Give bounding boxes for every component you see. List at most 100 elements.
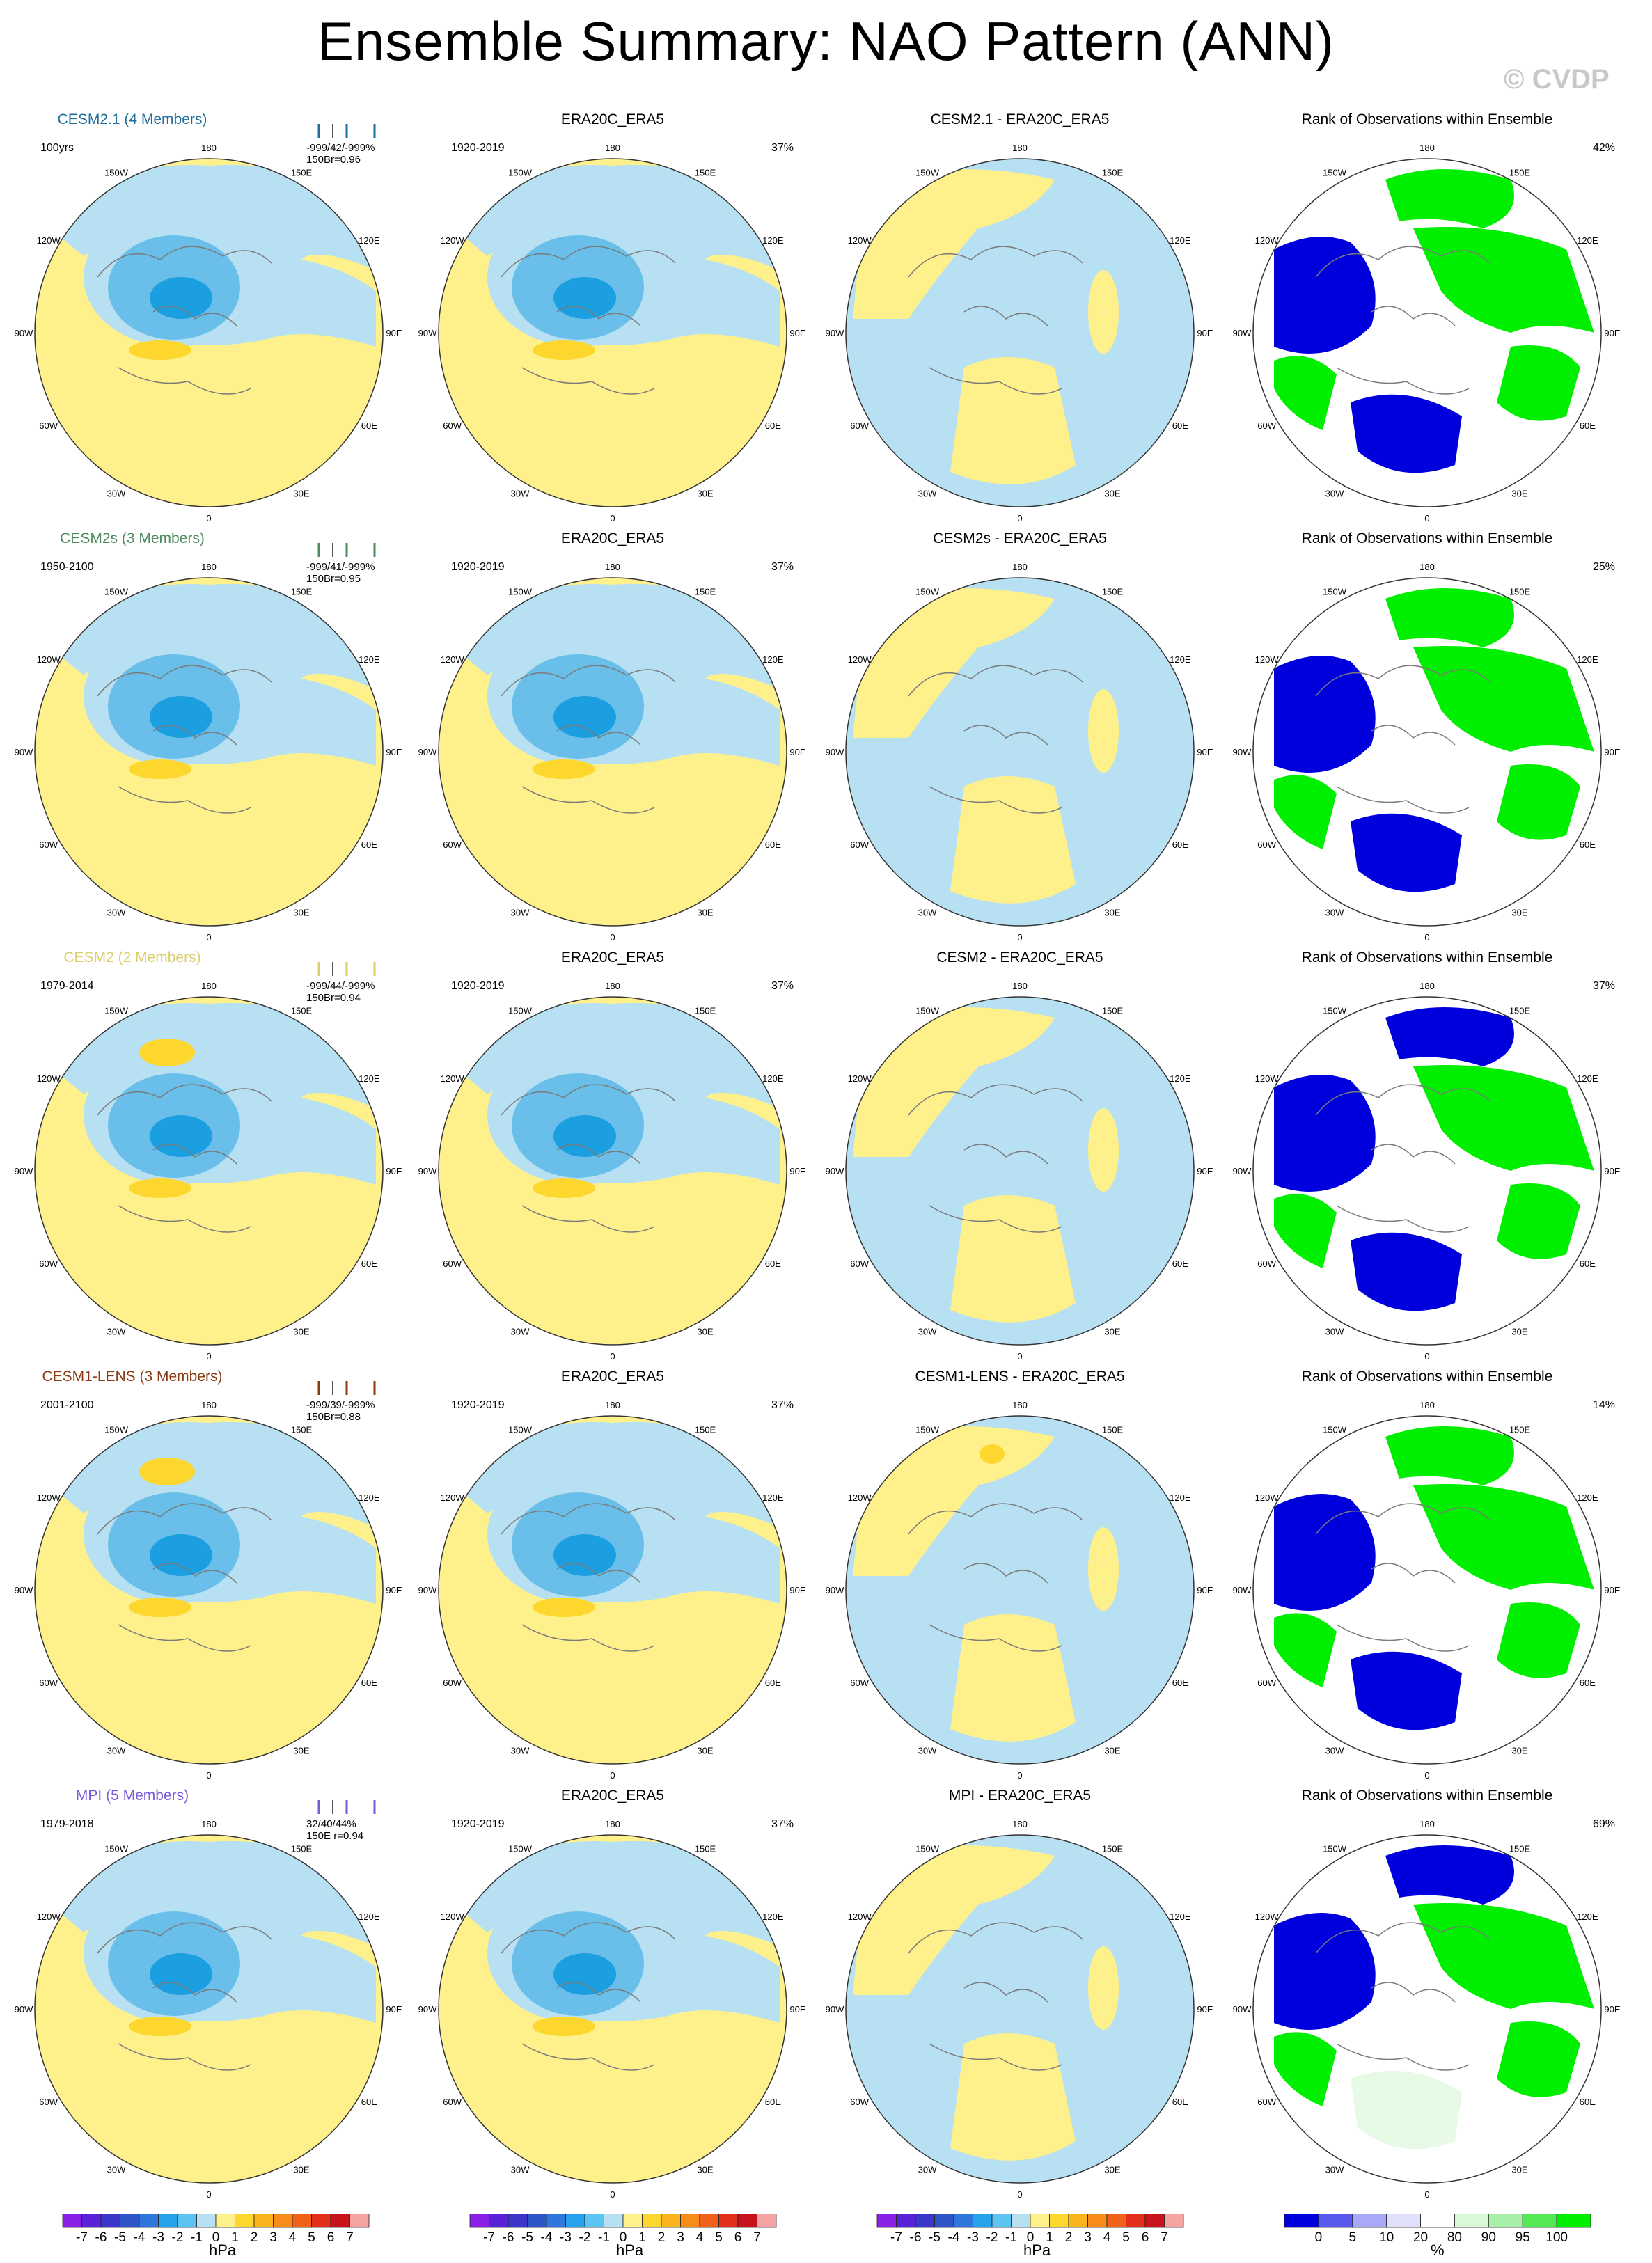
longitude-label: 90E: [1604, 2004, 1620, 2014]
stats-line-2: 150E r=0.94: [306, 1830, 364, 1842]
longitude-label: 60W: [850, 420, 869, 431]
longitude-label: 30E: [1104, 1326, 1120, 1336]
longitude-label: 30E: [1104, 488, 1120, 498]
longitude-label: 90E: [386, 747, 402, 757]
longitude-label: 60W: [39, 420, 58, 431]
azores-high-lobe: [129, 2017, 191, 2036]
longitude-label: 120E: [1170, 235, 1191, 246]
longitude-label: 30E: [697, 1326, 713, 1336]
longitude-label: 180: [1419, 1819, 1435, 1829]
panel-model-row-5: MPI (5 Members) 1979-2018 32/40/44% 150E r=…: [14, 1788, 404, 2205]
longitude-label: 90E: [789, 1166, 805, 1176]
coastlines: [97, 246, 272, 395]
positive-difference-region: [853, 1426, 1055, 1576]
colorbar-tick-label: 2: [658, 2230, 666, 2245]
colorbar-swatch: [1049, 2213, 1069, 2228]
longitude-label: 120W: [848, 1073, 872, 1084]
iceland-low-center: [150, 1115, 212, 1157]
colorbar-swatch: [1352, 2213, 1387, 2228]
colorbar-tick-label: -2: [986, 2230, 998, 2245]
longitude-label: 90W: [826, 1585, 844, 1595]
coastlines: [501, 1922, 676, 2071]
colorbar-swatch: [1087, 2213, 1108, 2228]
longitude-label: 180: [1012, 1400, 1028, 1410]
rank-high-region-southwest: [1274, 2032, 1337, 2106]
longitude-label: 150E: [695, 168, 716, 178]
pattern-statistics: 32/40/44% 150E r=0.94: [306, 1818, 363, 1842]
colorbar-swatch: [62, 2213, 82, 2228]
longitude-label: 180: [1419, 562, 1435, 572]
panel-model-row-4: CESM1-LENS (3 Members) 2001-2100 -999/39/-…: [14, 1369, 404, 1786]
longitude-label: 60W: [443, 1259, 462, 1269]
longitude-label: 90W: [15, 1585, 33, 1595]
longitude-label: 150W: [915, 1425, 940, 1435]
longitude-label: 120W: [441, 1911, 465, 1922]
map-boundary: [1252, 1415, 1602, 1765]
map-field: [439, 1416, 787, 1764]
panel-title: Rank of Observations within Ensemble: [1301, 111, 1553, 127]
longitude-label: 90E: [789, 747, 805, 757]
colorbar-swatch: [1011, 2213, 1031, 2228]
panel-diff-row-4: CESM1-LENS - ERA20C_ERA5 180 150E 120E 90E 60…: [825, 1369, 1215, 1786]
longitude-label: 120E: [359, 1492, 380, 1503]
rank-region-atlantic: [1351, 2070, 1462, 2150]
coastlines: [908, 1084, 1083, 1233]
colorbar-swatches: 0 5 10 20 80 90 95 100: [1284, 2213, 1591, 2245]
panel-title: ERA20C_ERA5: [560, 111, 665, 127]
rank-high-region-east: [1413, 646, 1594, 752]
longitude-label: 150W: [104, 1844, 129, 1854]
longitude-label: 180: [605, 1400, 620, 1410]
longitude-label: 30E: [1511, 1745, 1527, 1756]
azores-high-lobe: [533, 1598, 595, 1617]
panel-title: CESM2.1 (4 Members): [57, 111, 207, 127]
coastlines: [1315, 1922, 1490, 2071]
longitude-label: 60W: [39, 1259, 58, 1269]
azores-high-lobe: [129, 759, 191, 779]
longitude-label: 120W: [848, 1911, 872, 1922]
map-boundary: [1252, 577, 1602, 927]
longitude-label: 120E: [762, 235, 784, 246]
azores-high-lobe: [533, 2017, 595, 2036]
longitude-label: 120E: [1170, 1073, 1191, 1084]
colorbar-tick-label: -7: [890, 2230, 902, 2245]
colorbar-swatch: [1318, 2213, 1353, 2228]
colorbar-tick-label: 4: [696, 2230, 704, 2245]
colorbar-swatches: -7 -6 -5 -4 -3 -2 -1 0 1 2 3 4 5 6 7: [469, 2213, 777, 2245]
longitude-label: 120E: [1577, 654, 1598, 665]
colorbar-tick-label: -7: [483, 2230, 495, 2245]
map-field: [846, 159, 1194, 507]
colorbar-swatch: [1522, 2213, 1557, 2228]
longitude-label: 120W: [848, 654, 872, 665]
longitude-label: 90E: [1197, 747, 1213, 757]
pattern-statistics: -999/44/-999% 150Br=0.94: [306, 980, 375, 1004]
map-field: [1253, 578, 1601, 926]
colorbar-tick-label: 3: [1084, 2230, 1092, 2245]
longitude-label: 120W: [441, 1073, 465, 1084]
longitude-label: 90E: [1197, 2004, 1213, 2014]
longitude-label: 30W: [107, 1326, 126, 1336]
panel-title: CESM2s (3 Members): [60, 530, 205, 546]
colorbar-unit: hPa: [616, 2241, 644, 2259]
colorbar-swatch: [1454, 2213, 1489, 2228]
map-field: [846, 1416, 1194, 1764]
longitude-label: 30E: [697, 2164, 713, 2175]
colorbar-tick-label: -2: [579, 2230, 591, 2245]
panel-title: CESM2.1 - ERA20C_ERA5: [930, 111, 1110, 127]
panel-rank-row-4: Rank of Observations within Ensemble 14% 1…: [1232, 1369, 1622, 1786]
longitude-label: 30W: [511, 2164, 530, 2175]
map-boundary: [1252, 996, 1602, 1346]
longitude-label: 120W: [848, 1492, 872, 1503]
colorbar-tick-label: 5: [308, 2230, 315, 2245]
rank-region-atlantic: [1351, 1651, 1462, 1730]
rank-high-region-east: [1413, 1484, 1594, 1590]
map-field: [1253, 159, 1601, 507]
colorbar-tick-label: 4: [1103, 2230, 1111, 2245]
colorbar-tick-label: 2: [1065, 2230, 1073, 2245]
colorbar-rank: 0 5 10 20 80 90 95 100%: [1271, 2213, 1605, 2262]
longitude-label: 60W: [1257, 1259, 1276, 1269]
year-range: 1920-2019: [451, 142, 505, 154]
iceland-low-center: [553, 277, 616, 319]
longitude-label: 150W: [915, 1844, 940, 1854]
coastlines: [1315, 1084, 1490, 1233]
longitude-label: 90E: [1604, 1585, 1620, 1595]
